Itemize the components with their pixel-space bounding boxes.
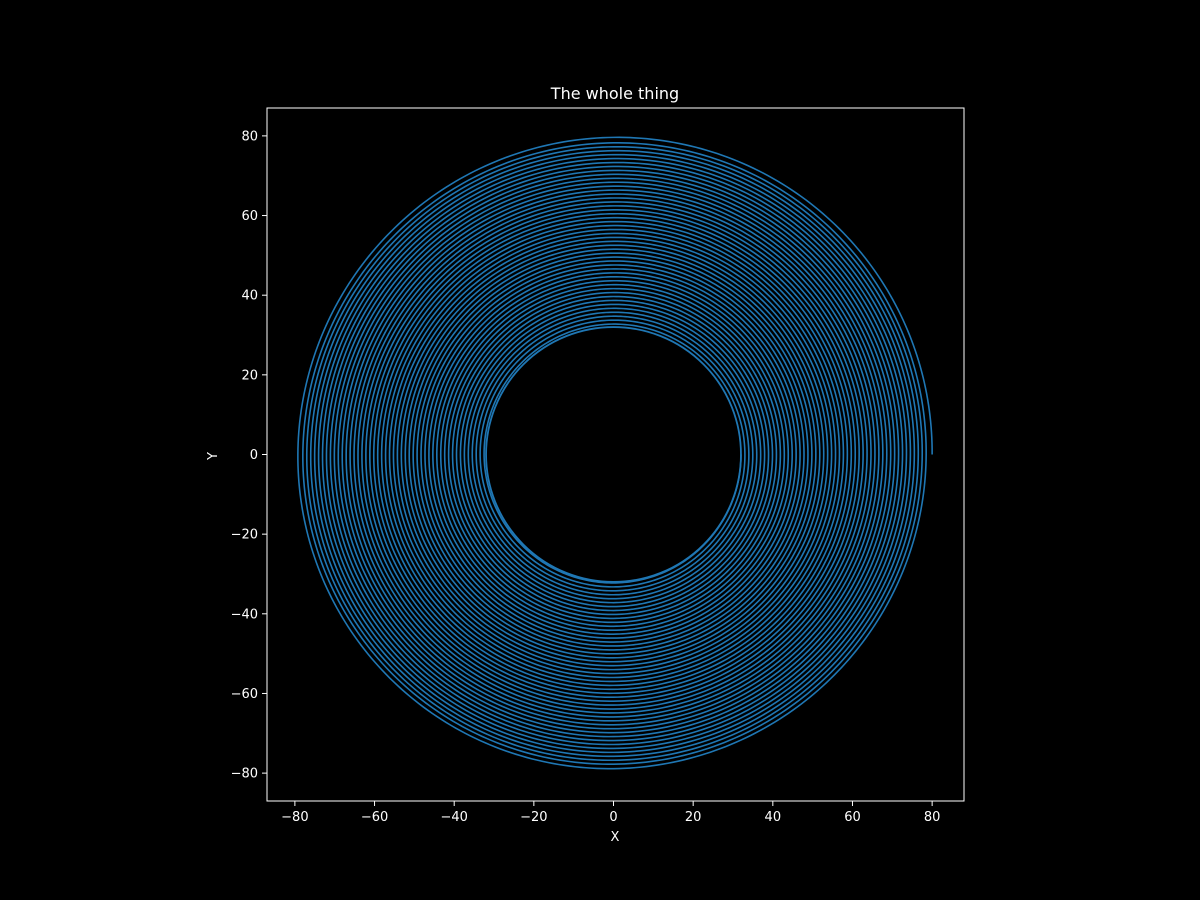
- y-tick-label: −60: [231, 687, 258, 702]
- x-tick-label: −40: [440, 810, 467, 825]
- y-tick-label: 60: [241, 209, 258, 224]
- x-tick-label: −80: [281, 810, 308, 825]
- y-tick-label: −20: [231, 528, 258, 543]
- y-tick-label: −80: [231, 767, 258, 782]
- y-axis-label: Y: [206, 452, 221, 461]
- y-tick-label: 20: [241, 368, 258, 383]
- spiral-inner-ring: [485, 326, 742, 583]
- x-tick-label: 40: [765, 810, 782, 825]
- x-tick-label: 60: [844, 810, 861, 825]
- spiral-series: [297, 136, 933, 770]
- y-tick-label: −40: [231, 607, 258, 622]
- chart-title: The whole thing: [550, 84, 679, 103]
- x-tick-label: 80: [924, 810, 941, 825]
- x-tick-label: 20: [685, 810, 702, 825]
- y-tick-label: 40: [241, 289, 258, 304]
- y-tick-label: 0: [250, 448, 258, 463]
- x-axis-label: X: [611, 830, 620, 845]
- x-tick-label: 0: [609, 810, 617, 825]
- x-tick-label: −20: [520, 810, 547, 825]
- x-tick-label: −60: [361, 810, 388, 825]
- x-axis-ticks: −80 −60 −40 −20 0 20 40 60 80: [281, 801, 940, 825]
- y-axis-ticks: −80 −60 −40 −20 0 20 40 60 80: [231, 129, 267, 782]
- y-tick-label: 80: [241, 129, 258, 144]
- spiral-line: [297, 136, 933, 770]
